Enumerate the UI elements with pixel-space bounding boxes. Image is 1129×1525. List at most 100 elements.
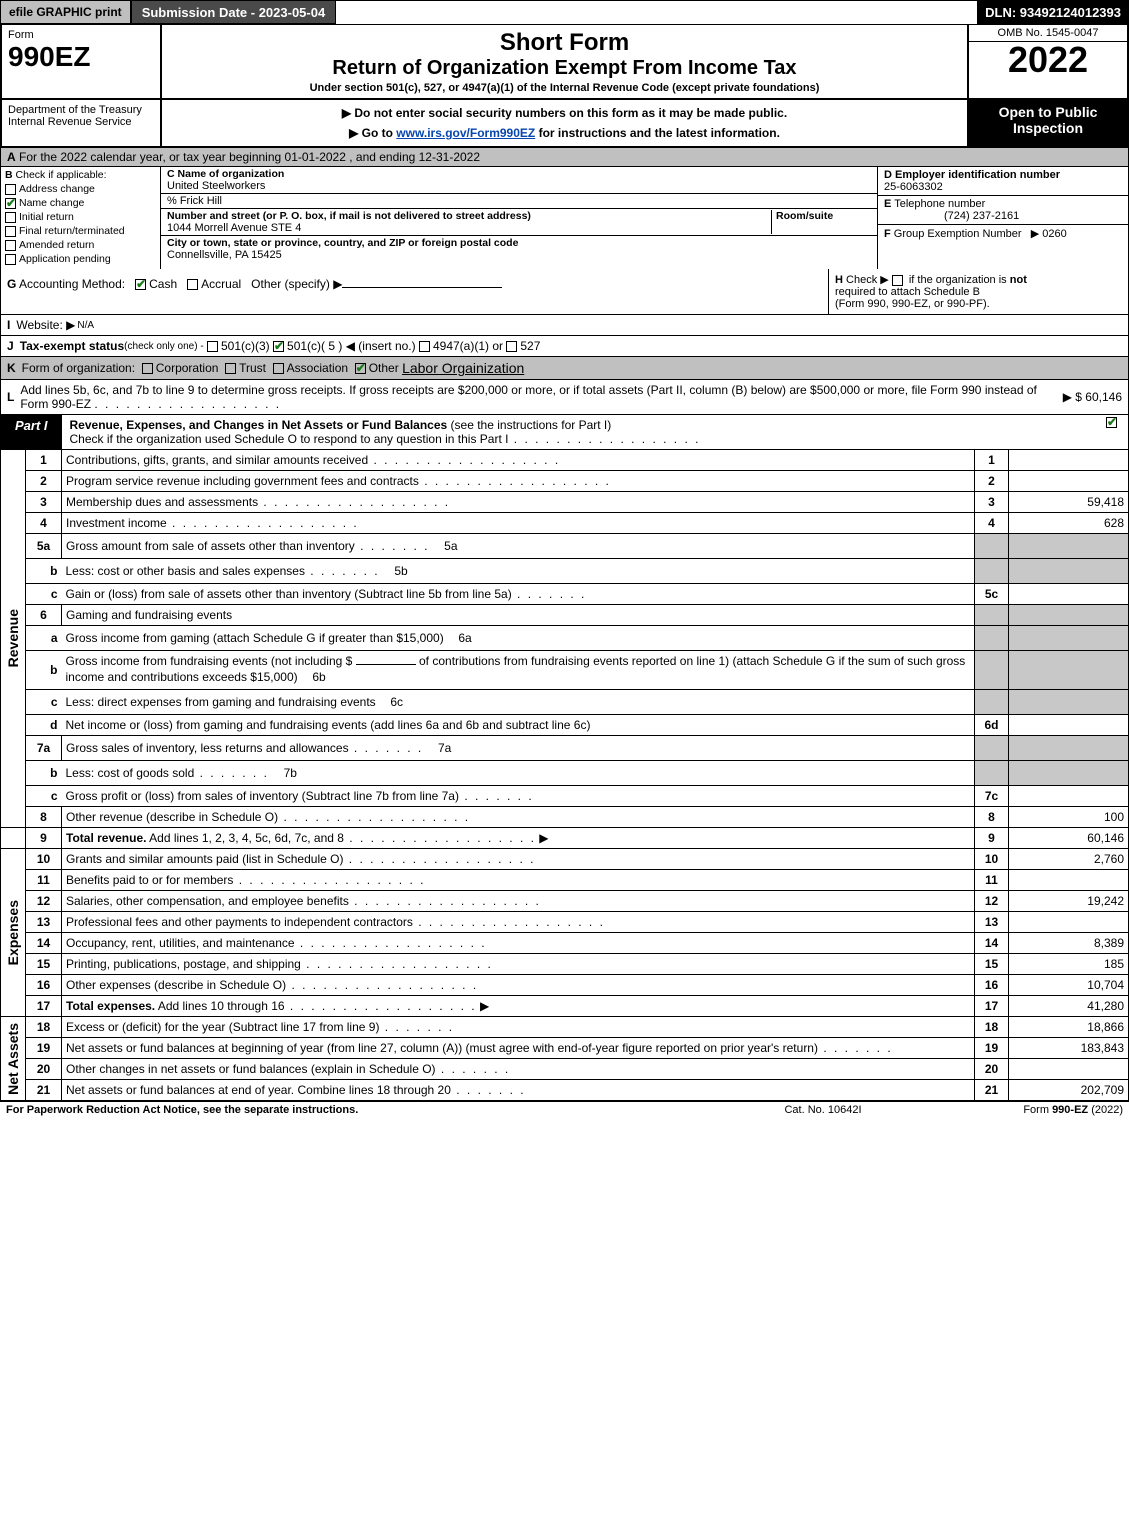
g-other-input[interactable] [342, 287, 502, 288]
line-2-bn: 2 [975, 471, 1009, 492]
line-6a-num: a [26, 626, 62, 651]
line-6b-input[interactable] [356, 664, 416, 665]
h-text3: required to attach Schedule B [835, 286, 980, 298]
line-6a-mv[interactable] [480, 638, 560, 642]
line-16-desc: Other expenses (describe in Schedule O) [62, 975, 975, 996]
line-17-desc: Total expenses. Add lines 10 through 16 … [62, 996, 975, 1017]
line-9-bold: Total revenue. [66, 831, 146, 845]
top-bar: efile GRAPHIC print Submission Date - 20… [0, 0, 1129, 24]
dots-icon [94, 397, 281, 411]
line-4-bn: 4 [975, 513, 1009, 534]
section-a: A For the 2022 calendar year, or tax yea… [0, 148, 1129, 167]
revenue-vlabel: Revenue [1, 450, 26, 828]
checkbox-4947[interactable] [419, 341, 430, 352]
checkbox-assoc[interactable] [273, 363, 284, 374]
form-label: Form [8, 29, 154, 41]
line-7b-mv[interactable] [305, 773, 385, 777]
line-6c-text: Less: direct expenses from gaming and fu… [66, 695, 376, 709]
checkbox-application-pending[interactable] [5, 254, 16, 265]
line-6b-mv[interactable] [334, 677, 414, 681]
dln-label: DLN: 93492124012393 [977, 0, 1129, 24]
city: Connellsville, PA 15425 [167, 249, 282, 261]
line-5b-num: b [26, 559, 62, 584]
line-17-rest: Add lines 10 through 16 [155, 999, 476, 1013]
line-21-desc: Net assets or fund balances at end of ye… [62, 1080, 975, 1101]
section-h: H Check ▶ if the organization is not req… [828, 269, 1128, 314]
line-14-desc: Occupancy, rent, utilities, and maintena… [62, 933, 975, 954]
line-6a-desc: Gross income from gaming (attach Schedul… [62, 626, 975, 651]
checkbox-501c3[interactable] [207, 341, 218, 352]
checkbox-accrual[interactable] [187, 279, 198, 290]
line-5b-desc: Less: cost or other basis and sales expe… [62, 559, 975, 584]
checkbox-initial-return[interactable] [5, 212, 16, 223]
line-6c-mv[interactable] [411, 702, 491, 706]
line-6d-num: d [26, 715, 62, 736]
section-a-text: For the 2022 calendar year, or tax year … [19, 150, 480, 164]
checkbox-other[interactable] [355, 363, 366, 374]
line-1-num: 1 [26, 450, 62, 471]
line-8-num: 8 [26, 807, 62, 828]
room-hdr: Room/suite [776, 210, 833, 222]
j-4947: 4947(a)(1) or [433, 339, 503, 353]
j-label: J [7, 339, 14, 353]
checkbox-cash[interactable] [135, 279, 146, 290]
line-14-bn: 14 [975, 933, 1009, 954]
line-7c-num: c [26, 786, 62, 807]
checkbox-name-change[interactable] [5, 198, 16, 209]
checkbox-final-return[interactable] [5, 226, 16, 237]
form-number: 990EZ [8, 41, 154, 73]
line-4-bv: 628 [1009, 513, 1129, 534]
checkbox-h[interactable] [892, 275, 903, 286]
line-20-num: 20 [26, 1059, 62, 1080]
section-a-label: A [7, 150, 16, 164]
line-7a-bv [1009, 736, 1129, 761]
efile-print-button[interactable]: efile GRAPHIC print [0, 0, 131, 24]
section-b: B Check if applicable: Address change Na… [1, 167, 161, 269]
line-10-bn: 10 [975, 849, 1009, 870]
l-label: L [7, 390, 14, 404]
line-6a-text: Gross income from gaming (attach Schedul… [66, 631, 444, 645]
line-7a-mv[interactable] [459, 748, 539, 752]
submission-date: Submission Date - 2023-05-04 [131, 0, 337, 24]
expenses-vlabel-text: Expenses [5, 900, 21, 965]
netassets-vlabel: Net Assets [1, 1017, 26, 1101]
line-6d-bn: 6d [975, 715, 1009, 736]
header-center: Short Form Return of Organization Exempt… [162, 25, 967, 98]
footer-form: Form 990-EZ (2022) [923, 1104, 1123, 1116]
gh-row: G Accounting Method: Cash Accrual Other … [0, 269, 1129, 315]
expenses-vlabel: Expenses [1, 849, 26, 1017]
checkbox-amended[interactable] [5, 240, 16, 251]
irs-link[interactable]: www.irs.gov/Form990EZ [396, 126, 535, 140]
line-15-num: 15 [26, 954, 62, 975]
checkbox-corp[interactable] [142, 363, 153, 374]
line-5a-mv[interactable] [466, 546, 546, 550]
line-9-bv: 60,146 [1009, 828, 1129, 849]
line-18-bv: 18,866 [1009, 1017, 1129, 1038]
line-1-bv [1009, 450, 1129, 471]
footer: For Paperwork Reduction Act Notice, see … [0, 1101, 1129, 1118]
checkbox-part1[interactable] [1106, 417, 1117, 428]
line-7a-num: 7a [26, 736, 62, 761]
line-8-desc: Other revenue (describe in Schedule O) [62, 807, 975, 828]
line-21-num: 21 [26, 1080, 62, 1101]
line-3-bn: 3 [975, 492, 1009, 513]
checkbox-501c[interactable] [273, 341, 284, 352]
cb-lbl-1: Name change [19, 197, 84, 209]
checkbox-527[interactable] [506, 341, 517, 352]
line-6d-desc: Net income or (loss) from gaming and fun… [62, 715, 975, 736]
line-6c-desc: Less: direct expenses from gaming and fu… [62, 690, 975, 715]
checkbox-trust[interactable] [225, 363, 236, 374]
line-19-bn: 19 [975, 1038, 1009, 1059]
line-5b-mv[interactable] [416, 571, 496, 575]
line-16-bn: 16 [975, 975, 1009, 996]
k-trust: Trust [239, 361, 266, 375]
line-16-bv: 10,704 [1009, 975, 1129, 996]
cb-lbl-2: Initial return [19, 211, 74, 223]
tax-year: 2022 [969, 42, 1127, 78]
line-20-bv [1009, 1059, 1129, 1080]
checkbox-address-change[interactable] [5, 184, 16, 195]
line-10-bv: 2,760 [1009, 849, 1129, 870]
line-14-bv: 8,389 [1009, 933, 1129, 954]
line-5a-bn [975, 534, 1009, 559]
part-1-title: Revenue, Expenses, and Changes in Net As… [62, 415, 1098, 449]
